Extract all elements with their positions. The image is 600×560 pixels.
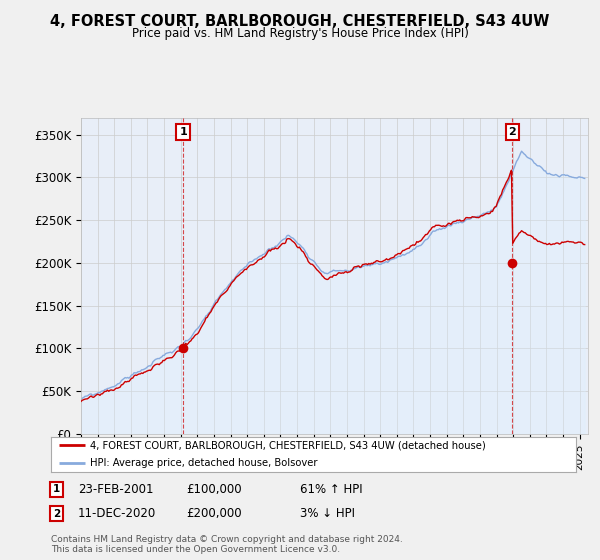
Text: £200,000: £200,000 — [186, 507, 242, 520]
Text: 61% ↑ HPI: 61% ↑ HPI — [300, 483, 362, 496]
Text: HPI: Average price, detached house, Bolsover: HPI: Average price, detached house, Bols… — [91, 458, 318, 468]
Text: 2: 2 — [508, 127, 516, 137]
Text: 4, FOREST COURT, BARLBOROUGH, CHESTERFIELD, S43 4UW (detached house): 4, FOREST COURT, BARLBOROUGH, CHESTERFIE… — [91, 441, 486, 450]
Text: 3% ↓ HPI: 3% ↓ HPI — [300, 507, 355, 520]
Text: Price paid vs. HM Land Registry's House Price Index (HPI): Price paid vs. HM Land Registry's House … — [131, 27, 469, 40]
Text: 1: 1 — [179, 127, 187, 137]
Text: 11-DEC-2020: 11-DEC-2020 — [78, 507, 156, 520]
Text: 1: 1 — [53, 484, 60, 494]
Text: 23-FEB-2001: 23-FEB-2001 — [78, 483, 154, 496]
Text: £100,000: £100,000 — [186, 483, 242, 496]
Text: Contains HM Land Registry data © Crown copyright and database right 2024.
This d: Contains HM Land Registry data © Crown c… — [51, 535, 403, 554]
Text: 2: 2 — [53, 508, 60, 519]
Text: 4, FOREST COURT, BARLBOROUGH, CHESTERFIELD, S43 4UW: 4, FOREST COURT, BARLBOROUGH, CHESTERFIE… — [50, 14, 550, 29]
